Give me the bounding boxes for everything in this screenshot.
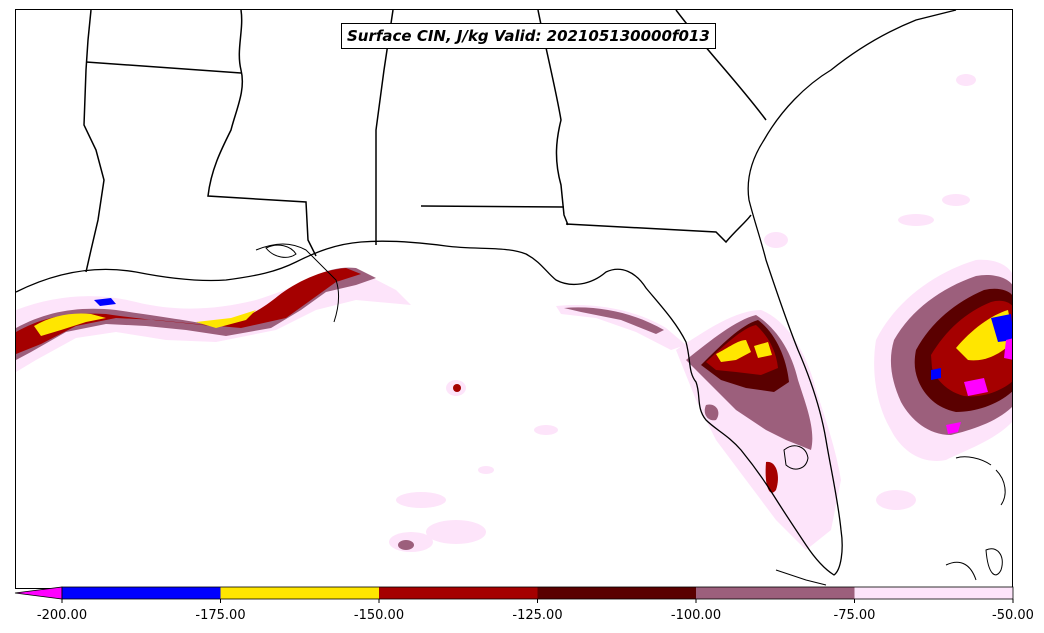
colorbar-bin	[62, 587, 221, 599]
cin-spot-9	[876, 490, 916, 510]
border-ga-sc	[675, 10, 767, 121]
cin-band-west-yellow2	[196, 310, 256, 328]
colorbar-tick-label: -175.00	[195, 608, 246, 623]
cin-spot-10	[956, 74, 976, 86]
cin-spot-3	[426, 520, 486, 544]
cin-spot-8	[942, 194, 970, 206]
keys	[775, 569, 827, 586]
cin-east-magenta	[1004, 338, 1012, 360]
cin-band-west-yellow	[34, 313, 106, 336]
cin-florida-spot	[765, 461, 778, 493]
cin-band-west-blue	[94, 298, 116, 306]
colorbar-bin	[696, 587, 855, 599]
colorbar-extend-min	[14, 586, 63, 600]
cin-florida-yellow2	[754, 342, 772, 358]
cin-spot-2-core	[398, 540, 414, 550]
cin-spot-11	[478, 466, 494, 474]
colorbar-tick-label: -200.00	[36, 608, 88, 623]
bahamas-2	[985, 548, 1003, 576]
colorbar-bin	[854, 587, 1013, 599]
map-panel: Surface CIN, J/kg Valid: 202105130000f01…	[15, 9, 1013, 589]
barrier-islands-la	[255, 243, 340, 323]
cin-band-panhandle-dark	[564, 307, 664, 334]
border-ar-la	[85, 61, 242, 74]
border-al-fl	[420, 205, 565, 208]
map-title: Surface CIN, J/kg Valid: 202105130000f01…	[341, 23, 716, 49]
cin-florida-spot-mauve	[704, 404, 719, 421]
cin-spot-4	[396, 492, 446, 508]
gulf-coastline	[16, 10, 957, 576]
gulf-coast-map	[16, 10, 1012, 586]
cin-spot-1-core	[453, 384, 461, 392]
cin-east-magenta3	[946, 422, 961, 434]
coastal-detail	[255, 243, 1006, 586]
cin-spot-5	[534, 425, 558, 435]
colorbar-tick-label: -50.00	[992, 608, 1034, 623]
bahamas-3	[945, 561, 977, 581]
cin-east-magenta2	[964, 378, 988, 396]
colorbar-bin	[220, 587, 379, 599]
cin-shading	[16, 74, 1012, 552]
colorbar-bin	[379, 587, 538, 599]
lake-okeechobee	[783, 445, 809, 470]
cin-florida-yellow	[716, 340, 751, 362]
cin-band-west-dark	[16, 268, 361, 354]
border-ga-fl	[565, 214, 752, 244]
border-tx-la	[83, 10, 105, 273]
bahamas-1	[955, 456, 992, 466]
cin-east-blue2	[931, 368, 941, 380]
pontchartrain	[265, 244, 297, 258]
colorbar-bin	[537, 587, 696, 599]
colorbar-tick-label: -75.00	[833, 608, 876, 623]
cin-band-panhandle	[556, 304, 686, 350]
cin-spot-7	[898, 214, 934, 226]
colorbar-tick-label: -125.00	[512, 608, 563, 623]
bahamas-4	[995, 469, 1006, 506]
cin-spot-6	[764, 232, 788, 248]
cin-east-blue	[991, 314, 1012, 342]
colorbar-tick-label: -100.00	[670, 608, 722, 623]
colorbar-tick-label: -150.00	[353, 608, 405, 623]
border-la-ms-river	[207, 10, 317, 257]
